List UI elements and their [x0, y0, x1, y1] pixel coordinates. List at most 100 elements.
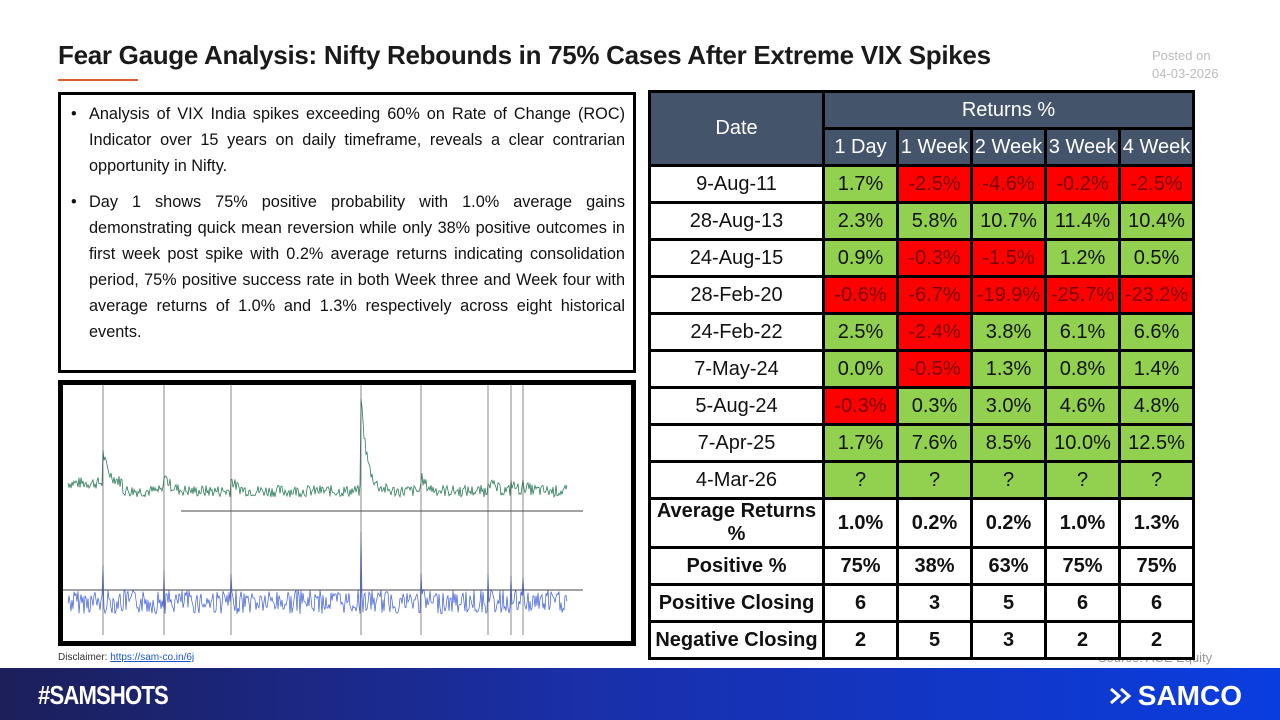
return-cell: ?	[822, 460, 899, 500]
summary-row: Positive Closing 6 3 5 6 6	[648, 583, 1195, 623]
summary-cell: 1.0%	[1044, 497, 1121, 549]
table-row: 4-Mar-26?????	[648, 460, 1195, 500]
summary-cell: 6	[822, 583, 899, 623]
summary-cell: 63%	[970, 546, 1047, 586]
return-cell: 10.0%	[1044, 423, 1121, 463]
return-cell: -6.7%	[896, 275, 973, 315]
col-header: 3 Week	[1044, 127, 1121, 167]
return-cell: 10.7%	[970, 201, 1047, 241]
title-underline	[58, 79, 138, 81]
return-cell: 11.4%	[1044, 201, 1121, 241]
return-cell: -2.5%	[1118, 164, 1195, 204]
vix-chart-image	[58, 380, 636, 646]
disclaimer: Disclaimer: https://sam-co.in/6j	[58, 652, 194, 663]
date-cell: 24-Aug-15	[648, 238, 825, 278]
return-cell: 4.8%	[1118, 386, 1195, 426]
hashtag: #SAMSHOTS	[38, 680, 169, 710]
summary-cell: 75%	[1118, 546, 1195, 586]
page-title: Fear Gauge Analysis: Nifty Rebounds in 7…	[58, 40, 991, 70]
return-cell: 0.9%	[822, 238, 899, 278]
date-cell: 28-Feb-20	[648, 275, 825, 315]
return-cell: 1.7%	[822, 164, 899, 204]
date-cell: 5-Aug-24	[648, 386, 825, 426]
return-cell: -25.7%	[1044, 275, 1121, 315]
return-cell: 2.5%	[822, 312, 899, 352]
return-cell: -4.6%	[970, 164, 1047, 204]
return-cell: 0.3%	[896, 386, 973, 426]
summary-cell: 1.0%	[822, 497, 899, 549]
bullet-icon: •	[71, 105, 77, 123]
table-row: 28-Aug-13 2.3% 5.8% 10.7% 11.4% 10.4%	[648, 201, 1195, 241]
bullet-item: • Day 1 shows 75% positive probability wi…	[71, 189, 625, 345]
date-cell: 7-May-24	[648, 349, 825, 389]
return-cell: 2.3%	[822, 201, 899, 241]
vix-chart-graphic	[63, 385, 583, 635]
col-header: 1 Day	[822, 127, 899, 167]
roc-line	[67, 532, 568, 615]
return-cell: 10.4%	[1118, 201, 1195, 241]
col-header: 2 Week	[970, 127, 1047, 167]
return-cell: 12.5%	[1118, 423, 1195, 463]
table-row: 7-May-24 0.0% -0.5% 1.3% 0.8% 1.4%	[648, 349, 1195, 389]
vix-price-line	[67, 398, 568, 499]
bullet-text: Analysis of VIX India spikes exceeding 6…	[89, 105, 625, 175]
summary-label: Average Returns %	[648, 497, 825, 549]
return-cell: 0.0%	[822, 349, 899, 389]
summary-row: Negative Closing 2 5 3 2 2	[648, 620, 1195, 660]
summary-cell: 75%	[1044, 546, 1121, 586]
return-cell: -0.6%	[822, 275, 899, 315]
return-cell: 5.8%	[896, 201, 973, 241]
date-cell: 28-Aug-13	[648, 201, 825, 241]
summary-cell: 0.2%	[970, 497, 1047, 549]
date-cell: 7-Apr-25	[648, 423, 825, 463]
table-row: 5-Aug-24 -0.3% 0.3% 3.0% 4.6% 4.8%	[648, 386, 1195, 426]
posted-date: Posted on 04-03-2026	[1152, 47, 1219, 83]
summary-cell: 2	[822, 620, 899, 660]
return-cell: -0.5%	[896, 349, 973, 389]
summary-cell: 5	[896, 620, 973, 660]
summary-label: Positive %	[648, 546, 825, 586]
bullet-icon: •	[71, 193, 77, 211]
bullet-text: Day 1 shows 75% positive probability wit…	[89, 193, 625, 341]
summary-row: Positive % 75% 38% 63% 75% 75%	[648, 546, 1195, 586]
returns-table: Date Returns % 1 Day 1 Week 2 Week 3 Week 4 …	[648, 90, 1195, 660]
footer-banner: #SAMSHOTS SAMCO	[0, 668, 1280, 720]
return-cell: -2.5%	[896, 164, 973, 204]
return-cell: 1.3%	[970, 349, 1047, 389]
return-cell: -19.9%	[970, 275, 1047, 315]
return-cell: ?	[1044, 460, 1121, 500]
table-row: 28-Feb-20 -0.6% -6.7% -19.9% -25.7% -23.2%	[648, 275, 1195, 315]
bullet-item: • Analysis of VIX India spikes exceeding …	[71, 101, 625, 179]
return-cell: -0.3%	[896, 238, 973, 278]
disclaimer-link[interactable]: https://sam-co.in/6j	[110, 652, 195, 663]
summary-cell: 38%	[896, 546, 973, 586]
summary-cell: 2	[1044, 620, 1121, 660]
return-cell: -1.5%	[970, 238, 1047, 278]
return-cell: 0.5%	[1118, 238, 1195, 278]
date-cell: 9-Aug-11	[648, 164, 825, 204]
date-cell: 4-Mar-26	[648, 460, 825, 500]
return-cell: -0.3%	[822, 386, 899, 426]
samco-logo-icon	[1109, 687, 1132, 705]
summary-cell: 3	[896, 583, 973, 623]
return-cell: -0.2%	[1044, 164, 1121, 204]
table-row: 24-Aug-15 0.9% -0.3% -1.5% 1.2% 0.5%	[648, 238, 1195, 278]
return-cell: 7.6%	[896, 423, 973, 463]
analysis-box: • Analysis of VIX India spikes exceeding …	[58, 92, 636, 373]
posted-label: Posted on	[1152, 48, 1211, 63]
return-cell: 1.2%	[1044, 238, 1121, 278]
summary-cell: 75%	[822, 546, 899, 586]
summary-cell: 2	[1118, 620, 1195, 660]
return-cell: 1.4%	[1118, 349, 1195, 389]
summary-cell: 6	[1044, 583, 1121, 623]
summary-label: Negative Closing	[648, 620, 825, 660]
return-cell: ?	[1118, 460, 1195, 500]
summary-label: Positive Closing	[648, 583, 825, 623]
date-header: Date	[648, 90, 825, 167]
table-row: 9-Aug-11 1.7% -2.5% -4.6% -0.2% -2.5%	[648, 164, 1195, 204]
brand-name: SAMCO	[1137, 680, 1242, 711]
table-row: 24-Feb-22 2.5% -2.4% 3.8% 6.1% 6.6%	[648, 312, 1195, 352]
summary-cell: 6	[1118, 583, 1195, 623]
return-cell: -23.2%	[1118, 275, 1195, 315]
return-cell: 0.8%	[1044, 349, 1121, 389]
